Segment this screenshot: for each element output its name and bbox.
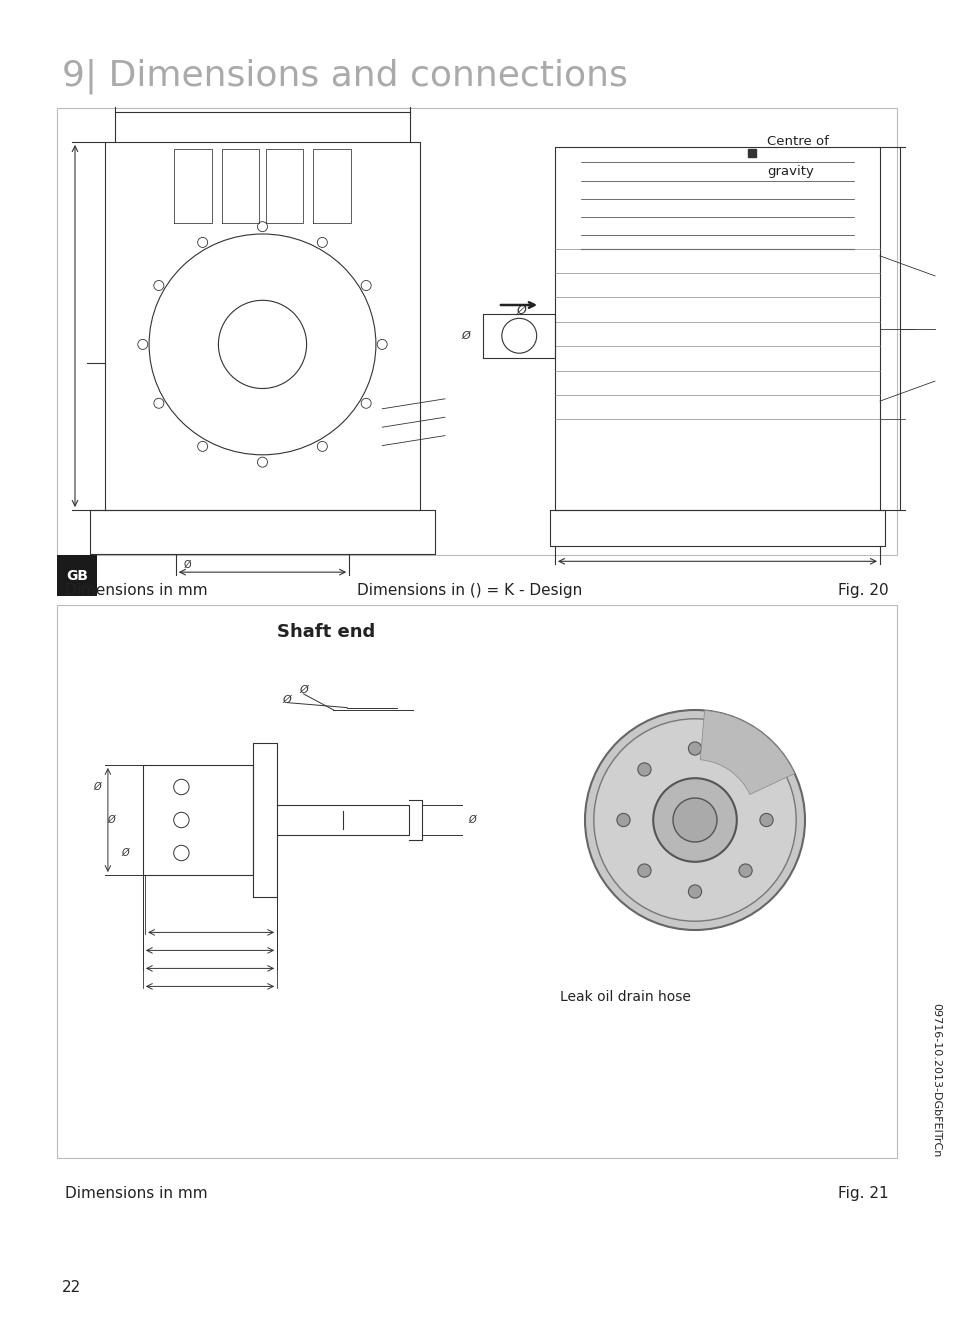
Wedge shape — [700, 711, 794, 794]
Circle shape — [739, 763, 751, 777]
Text: Shaft end: Shaft end — [276, 623, 375, 641]
Circle shape — [688, 885, 700, 898]
Text: Ø: Ø — [468, 815, 476, 825]
Text: Ø: Ø — [516, 304, 525, 316]
Bar — [57, 554, 97, 596]
Circle shape — [593, 719, 796, 921]
Circle shape — [739, 864, 751, 877]
Text: Fig. 21: Fig. 21 — [838, 1186, 888, 1201]
Text: gravity: gravity — [766, 165, 813, 178]
Circle shape — [653, 778, 736, 862]
Circle shape — [617, 813, 629, 826]
Circle shape — [584, 710, 804, 931]
Text: Ø: Ø — [184, 560, 192, 570]
Text: GB: GB — [66, 569, 88, 582]
Text: Ø: Ø — [282, 695, 291, 704]
Circle shape — [688, 742, 700, 755]
Text: Ø: Ø — [107, 815, 114, 825]
Bar — [57, 108, 896, 554]
Text: Dimensions in () = K - Design: Dimensions in () = K - Design — [356, 582, 581, 599]
Circle shape — [672, 798, 717, 842]
Text: Centre of: Centre of — [766, 135, 828, 149]
Text: Fig. 20: Fig. 20 — [838, 582, 888, 599]
Text: Ø: Ø — [299, 686, 308, 695]
Text: 9| Dimensions and connections: 9| Dimensions and connections — [62, 58, 627, 94]
Circle shape — [760, 813, 772, 826]
Text: Ø: Ø — [121, 848, 129, 858]
Text: Leak oil drain hose: Leak oil drain hose — [559, 990, 690, 1004]
Text: 09716-10.2013-DGbFEITrCn: 09716-10.2013-DGbFEITrCn — [930, 1003, 940, 1157]
Text: Ø: Ø — [93, 782, 101, 791]
Circle shape — [638, 763, 650, 777]
Text: Ø: Ø — [460, 331, 470, 340]
Text: Dimensions in mm: Dimensions in mm — [65, 1186, 208, 1201]
Bar — [57, 605, 896, 1158]
Text: 22: 22 — [62, 1280, 81, 1295]
Text: Dimensions in mm: Dimensions in mm — [65, 582, 208, 599]
Circle shape — [638, 864, 650, 877]
